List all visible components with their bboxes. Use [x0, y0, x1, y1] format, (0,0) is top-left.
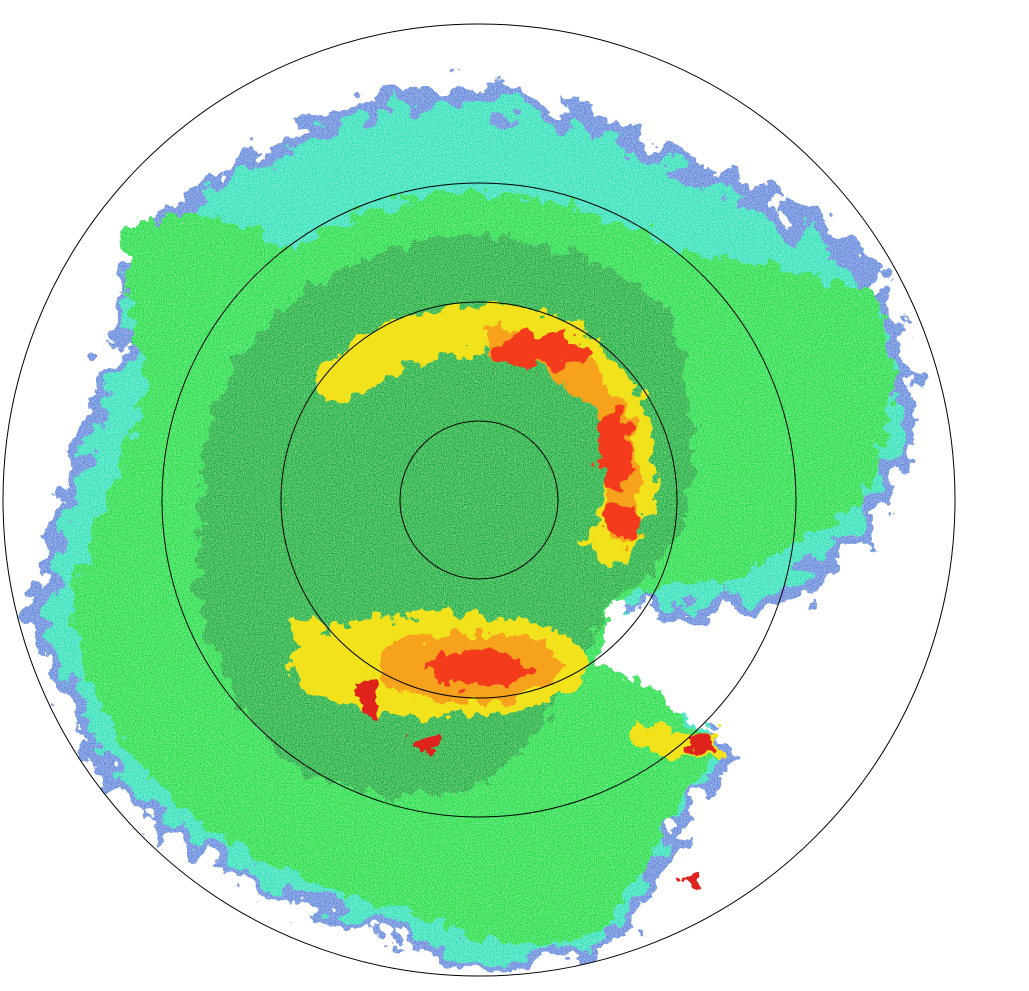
core-red	[682, 735, 718, 755]
core-red	[597, 410, 633, 490]
range-ring	[161, 182, 797, 818]
core-red	[416, 735, 440, 751]
core-red	[495, 332, 585, 368]
core-red	[430, 650, 530, 686]
core-red	[360, 677, 376, 713]
core-red	[605, 504, 645, 540]
range-ring	[280, 301, 678, 699]
range-rings	[2, 23, 956, 977]
range-ring	[399, 420, 559, 580]
range-ring	[2, 23, 956, 977]
core-red	[683, 873, 697, 887]
reflectivity-ring	[288, 305, 722, 887]
